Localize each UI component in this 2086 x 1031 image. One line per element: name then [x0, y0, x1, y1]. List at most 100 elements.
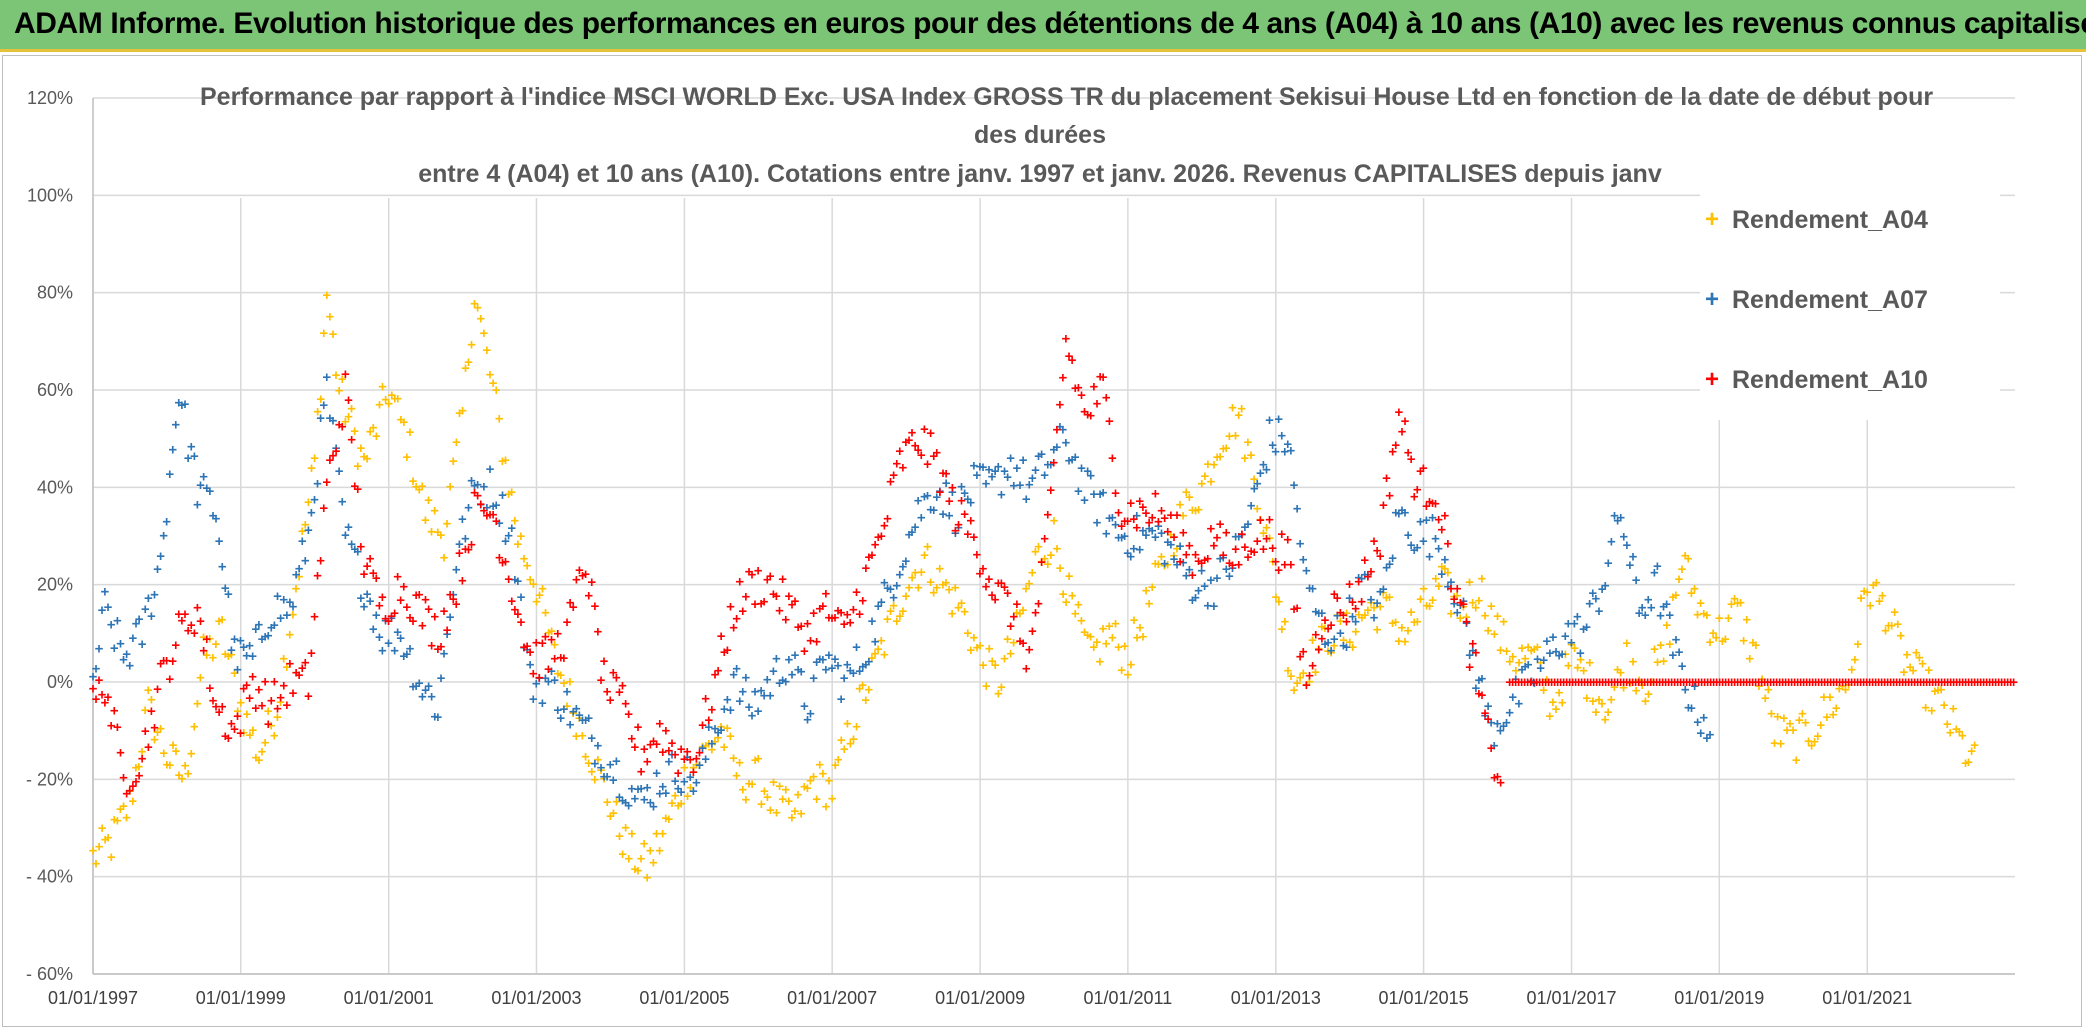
point-rendement-a10: +	[369, 565, 378, 582]
point-rendement-a07: +	[1521, 659, 1530, 676]
point-rendement-a10: +	[1321, 612, 1330, 629]
point-rendement-a04: +	[1844, 677, 1853, 694]
point-rendement-a07: +	[1028, 470, 1037, 487]
point-rendement-a07: +	[951, 525, 960, 542]
point-rendement-a07: +	[800, 698, 809, 715]
point-rendement-a10: +	[1444, 536, 1453, 553]
point-rendement-a10: +	[1367, 564, 1376, 581]
point-rendement-a07: +	[1173, 556, 1182, 573]
point-rendement-a07: +	[107, 616, 116, 633]
point-rendement-a10: +	[748, 566, 757, 583]
point-rendement-a07: +	[600, 768, 609, 785]
point-rendement-a10-flat: +	[1724, 674, 1733, 691]
point-rendement-a07: +	[1585, 596, 1594, 613]
point-rendement-a04: +	[353, 458, 362, 475]
point-rendement-a04: +	[544, 625, 553, 642]
point-rendement-a07: +	[89, 668, 98, 685]
point-rendement-a10: +	[701, 690, 710, 707]
point-rendement-a07: +	[1016, 477, 1025, 494]
point-rendement-a04: +	[113, 813, 122, 830]
point-rendement-a04: +	[1062, 594, 1071, 611]
chart-legend: + Rendement_A04 + Rendement_A07 + Rendem…	[1700, 190, 2000, 420]
point-rendement-a04: +	[550, 637, 559, 654]
point-rendement-a07: +	[711, 721, 720, 738]
point-rendement-a04: +	[1163, 556, 1172, 573]
point-rendement-a07: +	[880, 575, 889, 592]
point-rendement-a04: +	[963, 625, 972, 642]
point-rendement-a07: +	[914, 493, 923, 510]
point-rendement-a04: +	[594, 751, 603, 768]
point-rendement-a04: +	[563, 698, 572, 715]
point-rendement-a07: +	[772, 650, 781, 667]
point-rendement-a10-flat: +	[1892, 674, 1901, 691]
point-rendement-a04: +	[375, 397, 384, 414]
point-rendement-a10: +	[1019, 635, 1028, 652]
point-rendement-a10: +	[1410, 489, 1419, 506]
point-rendement-a07: +	[1142, 527, 1151, 544]
point-rendement-a07: +	[985, 462, 994, 479]
point-rendement-a10: +	[1135, 493, 1144, 510]
point-rendement-a07: +	[199, 468, 208, 485]
point-rendement-a10: +	[1447, 581, 1456, 598]
point-rendement-a04: +	[1549, 694, 1558, 711]
point-rendement-a07: +	[1647, 600, 1656, 617]
point-rendement-a10: +	[597, 672, 606, 689]
point-rendement-a04: +	[1345, 634, 1354, 651]
point-rendement-a07: +	[384, 635, 393, 652]
point-rendement-a07: +	[295, 560, 304, 577]
point-rendement-a07: +	[1339, 637, 1348, 654]
point-rendement-a10: +	[1256, 512, 1265, 529]
point-rendement-a04: +	[1860, 583, 1869, 600]
point-rendement-a04: +	[1191, 503, 1200, 520]
point-rendement-a04: +	[1225, 428, 1234, 445]
point-rendement-a04: +	[319, 325, 328, 342]
point-rendement-a04: +	[184, 765, 193, 782]
point-rendement-a04: +	[430, 502, 439, 519]
point-rendement-a04: +	[646, 842, 655, 859]
point-rendement-a04: +	[584, 755, 593, 772]
legend-label-a10: Rendement_A10	[1732, 365, 1928, 394]
point-rendement-a07: +	[1062, 435, 1071, 452]
point-rendement-a04: +	[1761, 690, 1770, 707]
point-rendement-a07: +	[627, 780, 636, 797]
point-rendement-a04: +	[1056, 560, 1065, 577]
point-rendement-a10: +	[449, 591, 458, 608]
point-rendement-a10: +	[298, 660, 307, 677]
point-rendement-a04: +	[1850, 652, 1859, 669]
point-rendement-a04: +	[1552, 701, 1561, 718]
point-rendement-a04: +	[979, 657, 988, 674]
point-rendement-a10: +	[92, 691, 101, 708]
point-rendement-a07: +	[1693, 714, 1702, 731]
point-rendement-a07: +	[828, 660, 837, 677]
point-rendement-a07: +	[1416, 513, 1425, 530]
point-rendement-a04: +	[532, 593, 541, 610]
point-rendement-a10: +	[1108, 450, 1117, 467]
point-rendement-a04: +	[634, 863, 643, 880]
point-rendement-a10: +	[357, 539, 366, 556]
point-rendement-a10-flat: +	[1994, 674, 2003, 691]
point-rendement-a04: +	[535, 587, 544, 604]
y-tick-label: 120%	[27, 88, 73, 108]
point-rendement-a10: +	[532, 634, 541, 651]
point-rendement-a10: +	[1391, 437, 1400, 454]
point-rendement-a07: +	[843, 657, 852, 674]
point-rendement-a07: +	[1576, 645, 1585, 662]
point-rendement-a07: +	[1049, 442, 1058, 459]
point-rendement-a04: +	[1028, 564, 1037, 581]
point-rendement-a10-flat: +	[1694, 674, 1703, 691]
point-rendement-a07: +	[665, 753, 674, 770]
point-rendement-a10-flat: +	[1532, 674, 1541, 691]
point-rendement-a04: +	[1456, 610, 1465, 627]
point-rendement-a04: +	[322, 287, 331, 304]
point-rendement-a04: +	[1638, 677, 1647, 694]
point-rendement-a10: +	[181, 606, 190, 623]
point-rendement-a07: +	[409, 679, 418, 696]
point-rendement-a04: +	[1416, 591, 1425, 608]
point-rendement-a04: +	[1841, 682, 1850, 699]
point-rendement-a10-flat: +	[1667, 674, 1676, 691]
point-rendement-a07: +	[1388, 550, 1397, 567]
point-rendement-a04: +	[1881, 622, 1890, 639]
point-rendement-a10: +	[994, 575, 1003, 592]
point-rendement-a07: +	[168, 441, 177, 458]
point-rendement-a04: +	[470, 295, 479, 312]
